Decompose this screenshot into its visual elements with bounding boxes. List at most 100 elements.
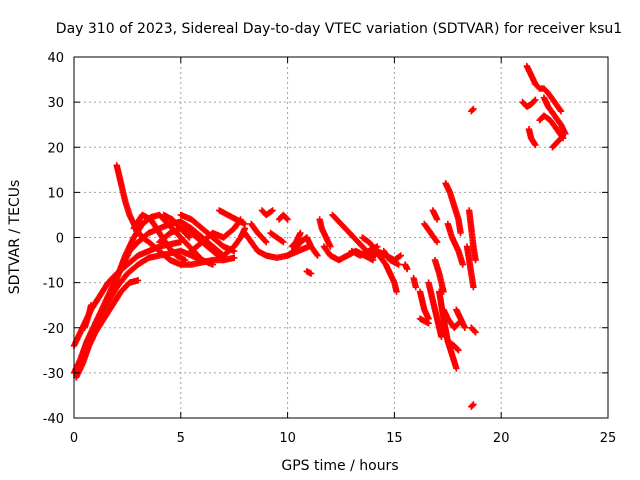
y-tick-label: -30: [43, 367, 64, 382]
data-track: [523, 62, 565, 115]
data-point: [433, 216, 441, 223]
data-point: [396, 253, 403, 260]
data-point: [314, 252, 321, 259]
data-point: [307, 270, 315, 277]
data-point: [181, 256, 189, 264]
data-point: [219, 255, 226, 263]
data-point: [472, 256, 479, 264]
data-track: [463, 243, 477, 291]
data-track: [248, 220, 270, 246]
data-track: [216, 207, 249, 228]
x-tick-label: 10: [279, 431, 296, 446]
data-point: [268, 208, 275, 215]
data-track: [468, 401, 477, 410]
data-track: [113, 162, 238, 268]
data-point: [470, 283, 477, 291]
x-tick-label: 0: [70, 431, 78, 446]
data-point: [469, 402, 476, 409]
data-track: [540, 94, 569, 137]
data-point: [185, 233, 192, 240]
data-point: [425, 320, 432, 327]
y-tick-label: 40: [47, 51, 64, 66]
data-track: [81, 301, 95, 331]
data-track: [525, 126, 539, 149]
data-track: [465, 207, 479, 264]
data-point: [556, 136, 564, 143]
data-point: [556, 106, 564, 114]
data-track: [416, 315, 432, 327]
data-point: [532, 96, 539, 104]
x-tick-label: 5: [177, 431, 185, 446]
y-tick-label: 30: [47, 96, 64, 111]
x-tick-label: 20: [493, 431, 510, 446]
data-track: [275, 211, 291, 223]
data-point: [283, 215, 290, 222]
data-track: [444, 338, 462, 354]
y-tick-label: 20: [47, 141, 64, 156]
data-point: [438, 333, 445, 340]
data-point: [369, 256, 377, 264]
data-point: [134, 277, 142, 284]
data-track: [258, 207, 276, 219]
data-point: [532, 141, 539, 149]
data-track: [160, 211, 193, 241]
data-point: [186, 234, 193, 241]
data-track: [72, 277, 142, 381]
data-track: [380, 247, 402, 268]
x-tick-label: 25: [600, 431, 617, 446]
data-track: [401, 261, 411, 273]
data-points: [70, 62, 569, 410]
data-track: [425, 279, 445, 340]
grid-lines: [74, 57, 608, 418]
data-point: [261, 237, 269, 245]
data-point: [470, 105, 477, 113]
data-track: [444, 220, 466, 268]
data-track: [416, 288, 432, 322]
data-point: [461, 324, 469, 331]
data-track: [468, 324, 479, 336]
data-point: [433, 238, 441, 246]
data-point: [297, 229, 304, 237]
data-point: [531, 97, 538, 105]
data-point: [457, 229, 464, 237]
data-point: [231, 254, 238, 262]
data-point: [557, 107, 565, 115]
data-point: [470, 401, 477, 408]
data-track: [519, 96, 539, 110]
y-tick-label: 0: [56, 232, 64, 247]
data-point: [471, 327, 478, 335]
data-point: [562, 130, 569, 137]
data-track: [369, 247, 400, 295]
y-tick-label: -20: [43, 322, 64, 337]
data-point: [395, 261, 402, 268]
y-tick-label: -10: [43, 277, 64, 292]
data-track: [410, 274, 419, 291]
data-track: [442, 180, 464, 237]
data-point: [469, 106, 476, 114]
data-track: [440, 306, 462, 331]
data-point: [397, 252, 405, 259]
y-tick-label: 10: [47, 186, 64, 201]
data-point: [454, 345, 461, 353]
data-point: [454, 321, 461, 328]
x-axis-title: GPS time / hours: [281, 458, 398, 474]
data-track: [267, 229, 287, 246]
data-point: [327, 243, 334, 250]
data-track: [421, 220, 441, 246]
data-track: [431, 256, 447, 295]
data-track: [429, 207, 441, 223]
chart-title: Day 310 of 2023, Sidereal Day-to-day VTE…: [56, 21, 622, 37]
data-point: [313, 251, 320, 258]
data-track: [549, 135, 565, 151]
data-track: [303, 268, 315, 277]
data-track: [453, 306, 469, 331]
data-point: [280, 238, 287, 246]
y-axis-title: SDTVAR / TECUs: [7, 180, 23, 295]
data-track: [220, 225, 249, 259]
data-track: [468, 105, 477, 115]
data-point: [269, 207, 276, 214]
data-point: [453, 365, 460, 372]
